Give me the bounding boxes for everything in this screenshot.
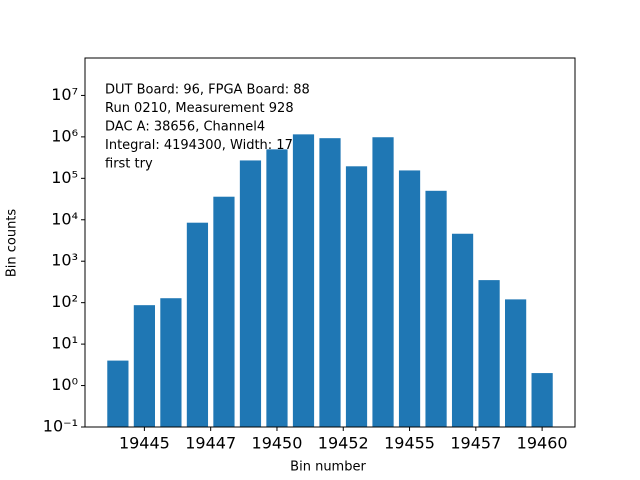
annotation: DAC A: 38656, Channel4 — [105, 120, 265, 135]
x-tick-label: 19450 — [252, 434, 303, 453]
bar — [425, 190, 447, 427]
annotation: first try — [105, 157, 153, 172]
y-tick-label: 10³ — [51, 251, 78, 270]
bar — [531, 373, 553, 427]
bar — [451, 233, 474, 427]
bar — [478, 280, 500, 427]
y-tick-label: 10⁵ — [51, 168, 78, 187]
y-tick-label: 10² — [51, 292, 78, 311]
bar — [213, 196, 235, 427]
bar — [107, 360, 129, 427]
y-tick-label: 10⁰ — [51, 375, 78, 394]
annotation: Integral: 4194300, Width: 17 — [105, 138, 293, 153]
x-tick-label: 19452 — [318, 434, 369, 453]
x-tick-label: 19457 — [450, 434, 501, 453]
bar — [372, 137, 394, 427]
y-tick-label: 10⁻¹ — [43, 417, 78, 436]
x-axis-label: Bin number — [290, 460, 366, 475]
bar — [292, 134, 315, 428]
bar — [319, 138, 341, 428]
y-tick-label: 10⁷ — [51, 85, 78, 104]
x-tick-label: 19455 — [384, 434, 435, 453]
plot-frame — [84, 57, 576, 428]
x-tick-label: 19445 — [119, 434, 170, 453]
bar — [160, 298, 182, 427]
bar — [266, 149, 288, 427]
x-tick-label: 19460 — [517, 434, 568, 453]
bar — [239, 160, 262, 428]
annotation: DUT Board: 96, FPGA Board: 88 — [105, 83, 310, 98]
y-tick-label: 10⁴ — [51, 209, 78, 228]
bar — [133, 305, 155, 427]
y-tick-label: 10⁶ — [51, 126, 78, 145]
bar — [505, 299, 527, 427]
bar — [186, 222, 209, 427]
bar — [345, 166, 368, 427]
x-tick-label: 19447 — [185, 434, 236, 453]
y-tick-label: 10¹ — [51, 334, 78, 353]
bar — [398, 170, 421, 427]
annotation: Run 0210, Measurement 928 — [105, 101, 294, 116]
y-axis-label: Bin counts — [5, 209, 20, 278]
